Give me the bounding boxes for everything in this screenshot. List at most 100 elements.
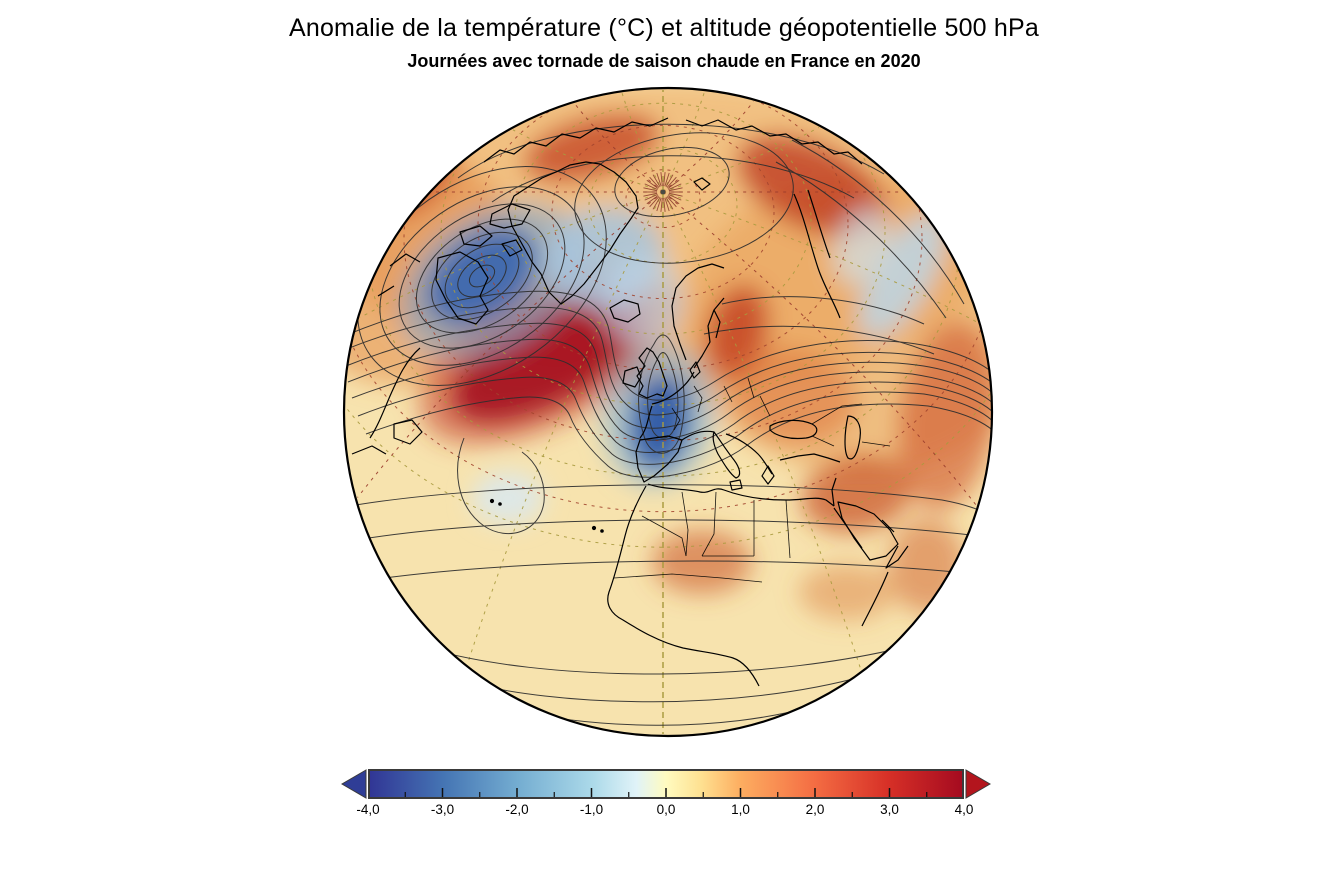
graticule-meridian: [662, 127, 820, 193]
coastline-italy: [712, 431, 741, 479]
coastline-red-sea: [833, 507, 863, 549]
anomaly-greenland-east-blue: [602, 256, 682, 346]
pole-sunburst-ray: [646, 179, 659, 189]
coastline-baltic: [693, 297, 725, 369]
pole-sunburst-ray: [665, 174, 674, 188]
coastline-svalbard: [693, 177, 711, 191]
globe-svg: [342, 86, 994, 738]
coastline-biscay: [639, 405, 653, 439]
anomaly-middle-east-red: [801, 455, 913, 533]
pole-sunburst-ray: [644, 183, 658, 190]
coastline-west-africa: [607, 485, 760, 687]
pole-sunburst-ray: [649, 196, 660, 208]
coastline-iceland: [609, 299, 641, 323]
anomaly-sudan-orange: [799, 564, 895, 620]
coastline-newfoundland: [393, 419, 423, 445]
coastline-arctic-limb-east: [685, 119, 863, 165]
coastline-labrador: [369, 347, 421, 439]
colorbar-tick-label: 0,0: [656, 802, 676, 817]
pole-sunburst-ray: [667, 195, 680, 205]
pole-sunburst-ray: [668, 192, 683, 197]
coastline-south-france: [681, 430, 715, 441]
pole-sunburst-ray: [646, 195, 659, 205]
colorbar-tick-label: 4,0: [954, 802, 974, 817]
colorbar-tick-label: -2,0: [505, 802, 529, 817]
pole-sunburst-ray: [666, 176, 677, 188]
pole-sunburst-ray: [656, 197, 662, 212]
coastline-balkans: [725, 433, 773, 475]
globe-map: [342, 86, 994, 738]
coastline-levant: [831, 477, 837, 507]
coastline-arctic-limb-west: [483, 117, 669, 163]
pole-sunburst-ray: [660, 172, 663, 187]
pole-sunburst-ray: [644, 194, 658, 201]
coastline-hudson: [377, 253, 421, 297]
pole-sunburst-ray: [649, 176, 660, 188]
island-canary-2: [600, 529, 604, 533]
pole-sunburst-ray: [663, 197, 666, 212]
graticule-parallel: [551, 124, 775, 300]
graticule-parallel: [625, 169, 701, 229]
pole-dot: [660, 189, 666, 195]
pole-sunburst-ray: [656, 172, 662, 187]
pole-sunburst-ray: [668, 183, 682, 190]
coastline-baffin: [435, 251, 489, 325]
coastline-persian-gulf: [881, 519, 895, 533]
pole-sunburst-ray: [660, 197, 663, 212]
coastline-norway: [671, 263, 725, 361]
pole-sunburst-ray: [668, 187, 683, 192]
figure-subtitle: Journées avec tornade de saison chaude e…: [407, 51, 921, 71]
graticule-meridian: [662, 191, 862, 670]
graticule-meridian: [512, 129, 664, 193]
graticule-meridian: [359, 191, 664, 318]
graticule-meridian: [467, 191, 664, 665]
country-borders: [613, 377, 891, 583]
coastline-novaya-zemlya: [807, 189, 831, 259]
coastline-horn-of-africa: [861, 545, 909, 627]
pole-sunburst-ray: [643, 192, 658, 197]
coastline-turkey: [779, 453, 841, 463]
coastline-caspian: [844, 415, 861, 460]
coastline-gulf-st-lawrence: [351, 445, 387, 455]
island-canary: [591, 525, 597, 531]
pole-sunburst-ray: [668, 194, 682, 201]
coastline-great-britain: [636, 347, 668, 399]
graticule-meridian: [662, 91, 705, 193]
colorbar-tick-label: -1,0: [579, 802, 604, 817]
colorbar-tick-label: 1,0: [731, 802, 750, 817]
coastline-island-small: [501, 239, 523, 257]
coastline-north-europe: [651, 371, 695, 405]
colorbar-gradient: [368, 769, 964, 799]
colorbar-tick-label: -4,0: [356, 802, 380, 817]
coastlines: [351, 117, 909, 687]
coastline-black-sea: [769, 419, 818, 440]
graticule-meridian: [662, 191, 978, 323]
coastline-sicily: [729, 479, 743, 491]
anomaly-midatlantic-pale-blue: [472, 472, 544, 524]
coastline-north-africa: [647, 483, 835, 507]
colorbar-tick-label: 2,0: [805, 802, 825, 817]
pole-sunburst-ray: [666, 196, 677, 208]
pole-sunburst-ray: [652, 196, 661, 210]
island-azores: [489, 498, 495, 504]
pole-sunburst-ray: [664, 197, 670, 212]
colorbar-right-arrow: [965, 769, 991, 799]
pole-sunburst-ray: [643, 187, 658, 192]
graticule-parallel: [514, 102, 812, 335]
coastline-ellesmere: [489, 203, 531, 229]
pole-sunburst-ray: [663, 172, 666, 187]
pole-sunburst-ray: [667, 179, 680, 189]
colorbar: -4,0 -3,0 -2,0 -1,0 0,0 1,0 2,0 3,0 4,0: [341, 769, 991, 821]
pole-sunburst-ray: [665, 196, 674, 210]
temperature-anomaly-field: [344, 88, 992, 620]
coastline-greenland: [507, 161, 639, 305]
pole-sunburst-ray: [652, 174, 661, 188]
graticule: [344, 88, 992, 734]
coastline-iberia: [635, 435, 683, 483]
graticule-parallel: [477, 88, 849, 371]
graticule-meridian: [574, 103, 664, 193]
anomaly-algeria-red: [652, 530, 752, 594]
figure-title: Anomalie de la température (°C) et altit…: [288, 14, 1040, 42]
coastline-devon: [459, 225, 493, 247]
